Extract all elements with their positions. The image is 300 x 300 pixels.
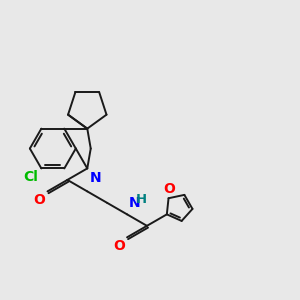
Text: O: O <box>113 239 125 253</box>
Text: N: N <box>90 171 101 185</box>
Text: O: O <box>33 193 45 207</box>
Text: N: N <box>128 196 140 210</box>
Text: H: H <box>135 193 146 206</box>
Text: O: O <box>163 182 175 196</box>
Text: Cl: Cl <box>23 170 38 184</box>
